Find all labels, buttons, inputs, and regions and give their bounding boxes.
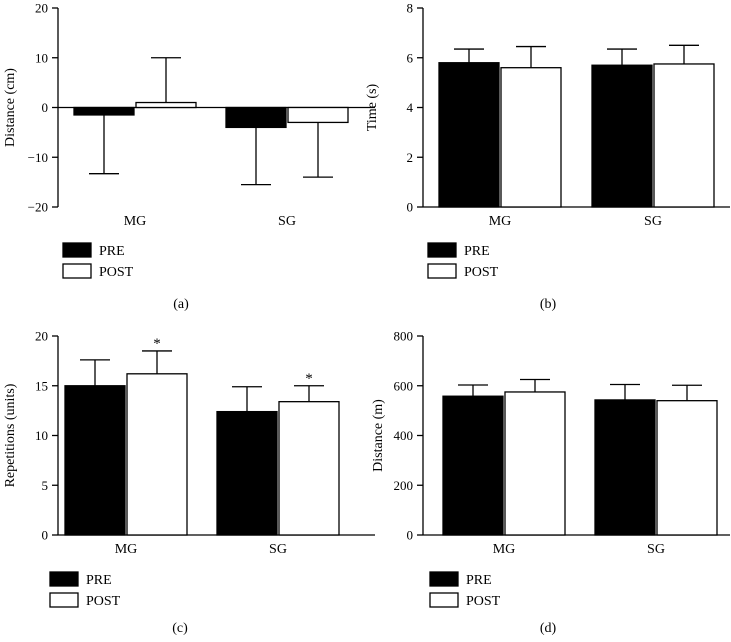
x-category-label: SG — [644, 214, 662, 229]
significance-marker: * — [305, 371, 313, 387]
legend-swatch-pre — [49, 571, 79, 587]
y-tick-label: −10 — [28, 150, 48, 165]
y-tick-label: 20 — [35, 329, 48, 344]
significance-marker: * — [153, 336, 161, 352]
y-tick-label: 4 — [407, 100, 414, 115]
x-category-label: SG — [647, 542, 665, 557]
y-tick-label: 2 — [407, 150, 414, 165]
legend-label-post: POST — [466, 594, 501, 609]
bar-post — [278, 401, 340, 536]
chart-panel-b: 0 2 4 6 8 Time (s) MG SG PRE POST (b) — [365, 1, 730, 312]
legend-swatch-pre — [427, 242, 457, 258]
bar-pre — [64, 385, 126, 536]
bar-post — [287, 106, 349, 124]
x-category-label: MG — [489, 214, 512, 229]
legend-label-pre: PRE — [466, 573, 492, 588]
y-tick-label: 10 — [35, 428, 48, 443]
legend-swatch-pre — [62, 242, 92, 258]
y-tick-label: 800 — [394, 329, 414, 344]
y-tick-label: 8 — [407, 1, 414, 16]
y-tick-label: 20 — [35, 1, 48, 16]
panel-label: (a) — [173, 297, 189, 312]
y-tick-label: 15 — [35, 378, 48, 393]
legend-swatch-post — [427, 263, 457, 279]
bar-pre — [438, 62, 500, 208]
panel-label: (b) — [540, 297, 557, 312]
bar-pre — [216, 410, 278, 536]
y-tick-label: 6 — [407, 50, 414, 65]
y-tick-label: 200 — [394, 478, 414, 493]
legend-label-pre: PRE — [86, 573, 112, 588]
x-category-label: MG — [115, 542, 138, 557]
panel-label: (c) — [172, 621, 188, 636]
chart-panel-c: 0 5 10 15 20 Repetitions (units) MG SG * * PRE POST… — [3, 329, 375, 636]
y-axis-label: Repetitions (units) — [3, 383, 18, 487]
bar-post — [135, 101, 197, 109]
legend-label-post: POST — [464, 265, 499, 280]
panel-label: (d) — [540, 621, 557, 636]
y-tick-label: 0 — [407, 528, 414, 543]
y-tick-label: 600 — [394, 378, 414, 393]
x-category-label: SG — [269, 542, 287, 557]
y-axis-label: Distance (m) — [371, 399, 386, 472]
bar-post — [656, 400, 718, 536]
bar-post — [126, 373, 188, 536]
bar-pre — [225, 106, 287, 129]
legend-swatch-post — [49, 592, 79, 608]
bar-pre — [442, 395, 504, 536]
y-tick-label: 10 — [35, 50, 48, 65]
y-tick-label: 0 — [42, 528, 49, 543]
legend-label-post: POST — [99, 265, 134, 280]
chart-panel-a: −20 −10 0 10 20 Distance (cm) MG SG PRE POST (a) — [3, 1, 375, 312]
bar-post — [500, 67, 562, 208]
bar-pre — [73, 106, 135, 116]
chart-panel-d: 0 200 400 600 800 Distance (m) MG SG PRE POST (d) — [371, 329, 730, 636]
legend-label-pre: PRE — [99, 244, 125, 259]
legend-label-post: POST — [86, 594, 121, 609]
legend-swatch-post — [429, 592, 459, 608]
y-tick-label: 5 — [42, 478, 49, 493]
x-category-label: MG — [124, 214, 147, 229]
bar-post — [653, 63, 715, 208]
y-tick-label: 0 — [407, 200, 414, 215]
x-category-label: MG — [493, 542, 516, 557]
bar-post — [504, 391, 566, 536]
legend-swatch-post — [62, 263, 92, 279]
y-tick-label: 400 — [394, 428, 414, 443]
y-tick-label: −20 — [28, 200, 48, 215]
legend-label-pre: PRE — [464, 244, 490, 259]
bar-pre — [591, 64, 653, 208]
y-axis-label: Distance (cm) — [3, 68, 18, 147]
legend-swatch-pre — [429, 571, 459, 587]
y-axis-label: Time (s) — [365, 84, 380, 132]
y-tick-label: 0 — [42, 100, 49, 115]
x-category-label: SG — [278, 214, 296, 229]
bar-pre — [594, 399, 656, 536]
